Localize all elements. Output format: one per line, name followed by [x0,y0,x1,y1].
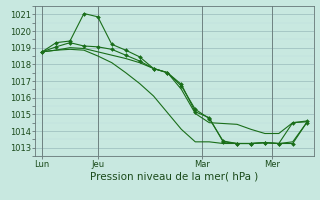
X-axis label: Pression niveau de la mer( hPa ): Pression niveau de la mer( hPa ) [90,172,259,182]
